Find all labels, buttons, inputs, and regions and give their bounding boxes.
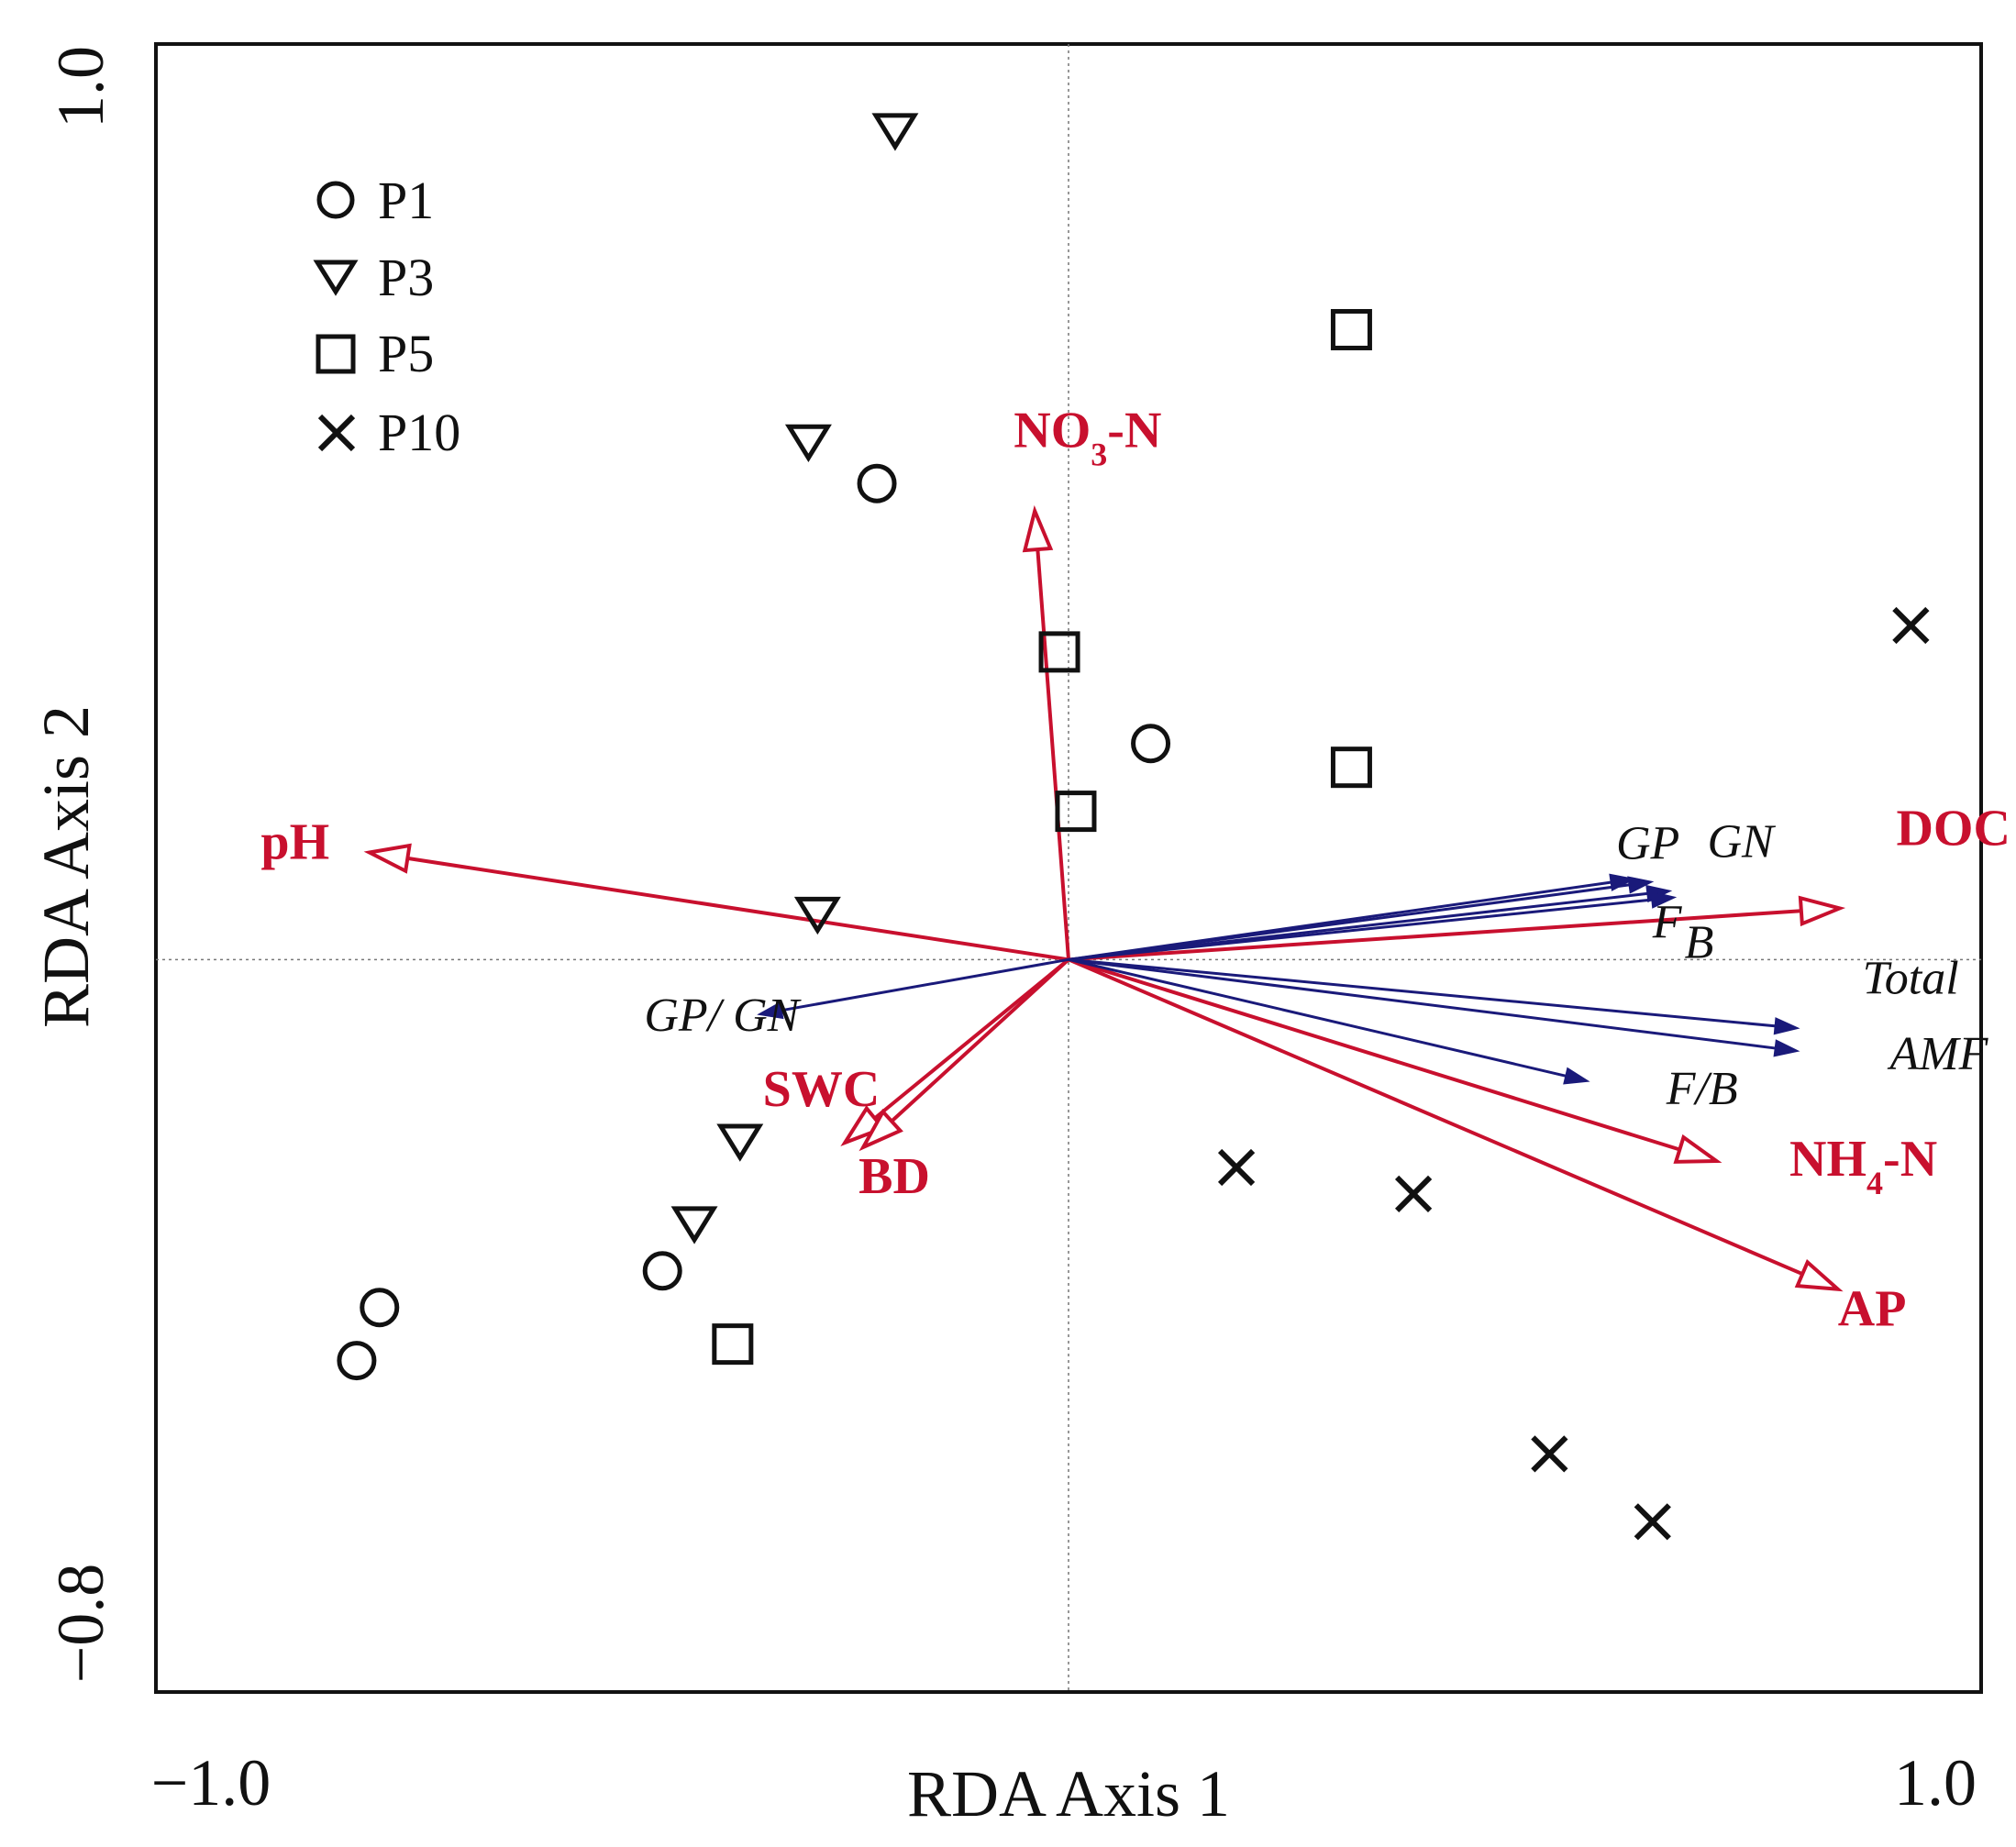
y-tick-min: −0.8 [44, 1564, 117, 1684]
response-vector-head-total [1773, 1017, 1800, 1035]
sample-p10-2 [1217, 1148, 1256, 1187]
response-vector-line-total [1068, 957, 1776, 1028]
environmental-vectors [363, 504, 1846, 1292]
response-vectors [757, 873, 1800, 1085]
label-f-b: F/B [1666, 1063, 1738, 1115]
response-vector-head-amf [1773, 1039, 1800, 1057]
sample-p10-3 [1394, 1175, 1433, 1213]
label-nh-n: NH4-N [1789, 1131, 1937, 1201]
sample-p5-1 [1330, 308, 1372, 350]
response-vector-line-b [1068, 898, 1652, 961]
label-ph: pH [260, 814, 329, 871]
legend-label-p3: P3 [378, 248, 434, 307]
env-vector-line-no-n [1036, 548, 1070, 960]
env-vector-head-no-n [1022, 504, 1054, 553]
sample-p5-5 [712, 1323, 754, 1366]
label-bd: BD [858, 1148, 930, 1205]
label-f: F [1652, 896, 1683, 948]
response-vector-line-amf [1068, 957, 1776, 1050]
label-b: B [1685, 916, 1714, 968]
sample-p10-1 [1892, 606, 1930, 645]
y-axis-label: RDA Axis 2 [29, 705, 103, 1028]
response-vector-head-gp-gn [757, 1001, 784, 1020]
label-gp-gn: GP/ GN [644, 990, 802, 1042]
env-vector-line-swc [873, 957, 1070, 1120]
label-no-n: NO3-N [1014, 402, 1161, 472]
label-doc: DOC [1896, 801, 2010, 857]
x-axis-label: RDA Axis 1 [907, 1757, 1230, 1830]
sample-p5-2 [1038, 631, 1080, 673]
sample-p5-3 [1330, 747, 1372, 789]
label-gn: GN [1708, 816, 1778, 868]
sample-p3-3 [793, 896, 841, 935]
sample-points [337, 113, 1930, 1541]
response-vector-head-b [1650, 890, 1678, 909]
env-vector-head-ap [1794, 1258, 1844, 1292]
sample-p3-4 [716, 1123, 764, 1162]
response-vector-line-gp-gn [781, 957, 1069, 1012]
sample-p1-3 [642, 1251, 682, 1291]
env-vector-head-swc [840, 1105, 886, 1147]
legend-cross-icon [317, 414, 356, 452]
response-vector-line-f-b [1068, 957, 1567, 1078]
env-vector-head-doc [1798, 895, 1846, 927]
env-vector-head-bd [858, 1108, 903, 1152]
label-amf: AMF [1888, 1028, 1989, 1080]
sample-p5-4 [1055, 791, 1097, 833]
sample-p3-1 [871, 113, 919, 151]
legend-label-p10: P10 [378, 403, 460, 462]
label-ap: AP [1838, 1281, 1907, 1338]
env-vector-line-ap [1068, 957, 1803, 1277]
sample-p1-4 [360, 1288, 400, 1328]
legend: P1 P3 P5 P10 [313, 171, 460, 462]
response-vector-head-gn [1627, 876, 1655, 894]
y-tick-max: 1.0 [44, 46, 117, 128]
sample-p1-5 [337, 1341, 377, 1381]
sample-p1-2 [1131, 724, 1171, 764]
response-vector-line-gn [1068, 883, 1630, 961]
env-vector-head-ph [363, 843, 412, 874]
x-tick-min: −1.0 [151, 1746, 271, 1819]
legend-triangle-icon [313, 260, 359, 296]
legend-label-p5: P5 [378, 324, 434, 383]
env-vector-line-doc [1068, 909, 1802, 962]
vector-labels: NO3-N pH DOC SWC BD NH4-N AP GP GN F B GP/ GN Total A… [260, 402, 2010, 1337]
label-total: Total [1863, 952, 1959, 1004]
response-vector-head-f-b [1563, 1067, 1590, 1085]
env-vector-head-nh-n [1673, 1134, 1722, 1164]
sample-p10-4 [1531, 1435, 1568, 1473]
label-swc: SWC [763, 1061, 881, 1118]
env-vector-line-bd [890, 957, 1070, 1123]
sample-p10-5 [1634, 1503, 1671, 1541]
label-gp: GP [1616, 818, 1679, 870]
env-vector-line-nh-n [1068, 957, 1680, 1152]
x-tick-max: 1.0 [1894, 1746, 1977, 1819]
sample-p3-2 [784, 424, 832, 463]
legend-square-icon [316, 334, 356, 374]
sample-p3-5 [670, 1206, 718, 1244]
sample-p1-1 [857, 463, 897, 503]
legend-circle-icon [316, 181, 355, 219]
env-vector-line-ph [407, 856, 1069, 962]
legend-label-p1: P1 [378, 171, 434, 230]
